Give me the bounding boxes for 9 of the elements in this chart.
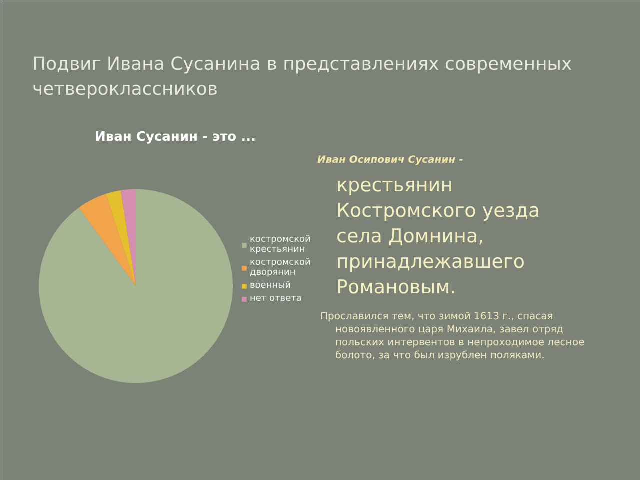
legend-label: костромской крестьянин	[250, 235, 311, 255]
chart-subtitle: Иван Сусанин - это ...	[95, 130, 256, 145]
legend-label: костромской дворянин	[250, 258, 311, 278]
legend-label: военный	[250, 281, 292, 291]
legend-label: нет ответа	[250, 294, 302, 304]
text: Иван Осипович Сусанин -	[318, 155, 464, 166]
text: крестьянин Костромского уезда села Домнина, принадлежавшего Романовым.	[336, 174, 540, 298]
chart-title: Подвиг Ивана Сусанина в представлениях современных четвероклассников	[32, 54, 572, 100]
text: Прославился тем, что зимой 1613 г., спасая новоявленного царя Михаила, завел отряд польских интервентов в непроходимое лесное болото, за что был изрублен поляками.	[320, 312, 585, 362]
